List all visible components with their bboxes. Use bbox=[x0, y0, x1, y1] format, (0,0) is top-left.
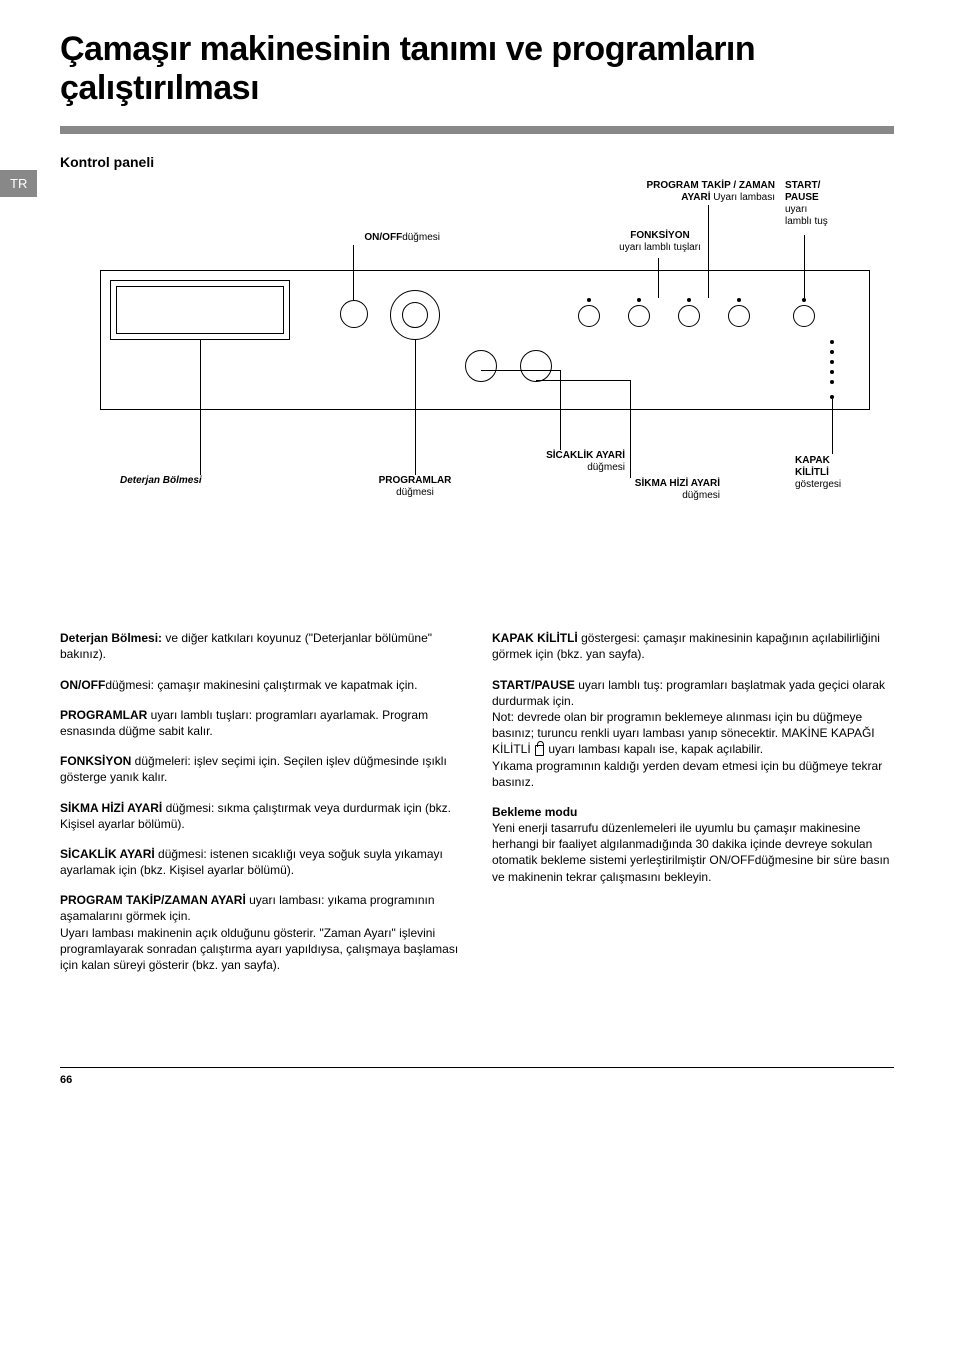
leader-startpause bbox=[804, 235, 805, 298]
leader-sikma bbox=[630, 380, 631, 478]
control-panel-diagram: ON/OFFdüğmesi PROGRAM TAKİP / ZAMAN AYAR… bbox=[60, 180, 894, 560]
para-fonksiyon: FONKSİYON düğmeleri: işlev seçimi için. … bbox=[60, 753, 462, 785]
para-sikma: SİKMA HİZİ AYARİ düğmesi: sıkma çalıştır… bbox=[60, 800, 462, 832]
leader-deterjan bbox=[200, 340, 201, 475]
body-text: Deterjan Bölmesi: ve diğer katkıları koy… bbox=[60, 630, 894, 987]
para-bekleme: Bekleme modu Yeni enerji tasarrufu düzen… bbox=[492, 804, 894, 885]
para-programlar: PROGRAMLAR uyarı lamblı tuşları: program… bbox=[60, 707, 462, 739]
page-number: 66 bbox=[60, 1074, 72, 1086]
para-kapak: KAPAK KİLİTLİ göstergesi: çamaşır makine… bbox=[492, 630, 894, 662]
callout-sicaklik: SİCAKLİK AYARİ düğmesi bbox=[505, 450, 625, 474]
leader-kapak bbox=[832, 399, 833, 454]
callout-programlar: PROGRAMLAR düğmesi bbox=[345, 475, 485, 499]
para-sicaklik: SİCAKLİK AYARİ düğmesi: istenen sıcaklığ… bbox=[60, 846, 462, 878]
lock-icon bbox=[535, 745, 544, 756]
callout-sikma: SİKMA HİZİ AYARİ düğmesi bbox=[570, 478, 720, 502]
title-separator bbox=[60, 126, 894, 134]
callout-fonksiyon: FONKSİYON uyarı lamblı tuşları bbox=[590, 230, 730, 254]
para-startpause: START/PAUSE uyarı lamblı tuş: programlar… bbox=[492, 677, 894, 790]
page-title: Çamaşır makinesinin tanımı ve programlar… bbox=[60, 30, 894, 108]
callout-deterjan: Deterjan Bölmesi bbox=[120, 475, 280, 487]
spin-knob bbox=[520, 350, 552, 382]
leader-sicaklik-v2 bbox=[481, 370, 482, 371]
leader-onoff bbox=[353, 245, 354, 300]
on-off-button bbox=[340, 300, 368, 328]
temp-knob bbox=[465, 350, 497, 382]
callout-startpause: START/ PAUSE uyarı lamblı tuş bbox=[785, 180, 875, 228]
callout-program-takip: PROGRAM TAKİP / ZAMAN AYARİ Uyarı lambas… bbox=[565, 180, 775, 204]
language-tab: TR bbox=[0, 170, 37, 197]
callout-onoff: ON/OFFdüğmesi bbox=[270, 232, 440, 244]
program-knob-inner bbox=[402, 302, 428, 328]
leader-sicaklik-h bbox=[481, 370, 561, 371]
leader-sicaklik bbox=[560, 370, 561, 450]
para-deterjan: Deterjan Bölmesi: ve diğer katkıları koy… bbox=[60, 630, 462, 662]
right-column: KAPAK KİLİTLİ göstergesi: çamaşır makine… bbox=[492, 630, 894, 987]
leader-fonksiyon bbox=[658, 258, 659, 298]
detergent-drawer-inner bbox=[116, 286, 284, 334]
leader-sikma-h bbox=[536, 380, 631, 381]
page-footer: 66 bbox=[60, 1067, 894, 1086]
para-program-takip: PROGRAM TAKİP/ZAMAN AYARİ uyarı lambası:… bbox=[60, 892, 462, 973]
para-onoff: ON/OFFdüğmesi: çamaşır makinesini çalışt… bbox=[60, 677, 462, 693]
section-heading: Kontrol paneli bbox=[60, 154, 894, 170]
leader-programlar bbox=[415, 340, 416, 475]
callout-kapak: KAPAK KİLİTLİ göstergesi bbox=[795, 455, 885, 491]
left-column: Deterjan Bölmesi: ve diğer katkıları koy… bbox=[60, 630, 462, 987]
